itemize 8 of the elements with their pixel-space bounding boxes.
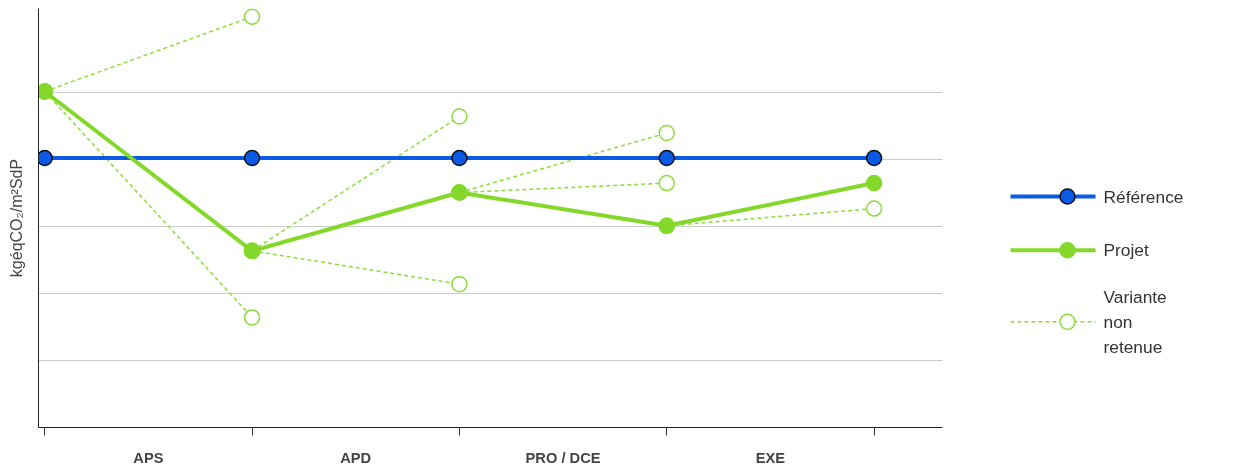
y-axis-title: kgéqCO₂/m²SdP (7, 158, 25, 278)
legend-label: Référence (1103, 186, 1184, 207)
text: APD (340, 449, 372, 466)
text: EXE (755, 449, 786, 466)
legend-label: Projet (1103, 240, 1149, 261)
text: APS (133, 449, 164, 466)
legend-label: Variante non retenue (1103, 286, 1167, 357)
text: PRO / DCE (525, 449, 601, 466)
